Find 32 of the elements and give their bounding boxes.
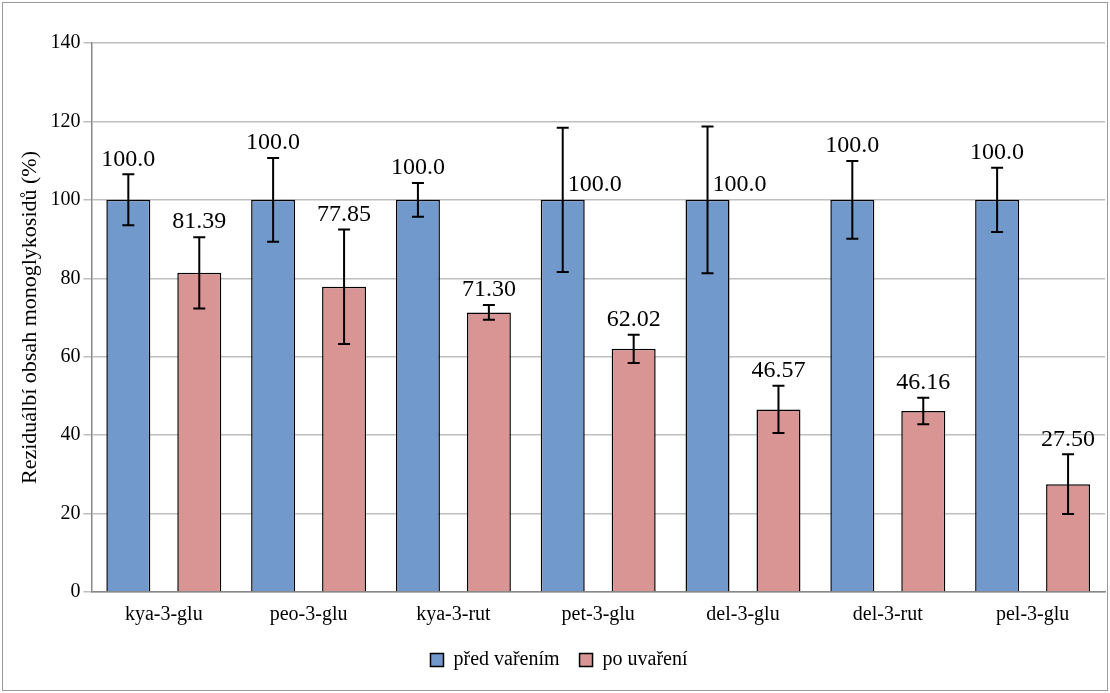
y-tick-label: 40 xyxy=(60,422,81,445)
data-label: 100.0 xyxy=(246,128,301,155)
y-tick-label: 0 xyxy=(70,579,81,602)
y-tick-label: 140 xyxy=(50,30,81,53)
x-tick-label: peo-3-glu xyxy=(269,602,348,626)
data-label: 71.30 xyxy=(461,275,516,302)
y-tick-label: 60 xyxy=(60,343,81,366)
x-tick-label: pel-3-glu xyxy=(995,602,1070,626)
data-label: 77.85 xyxy=(317,199,372,226)
x-tick-label: kya-3-rut xyxy=(416,602,492,626)
y-axis-title: Reziduálbí obsah monoglykosidů (%) xyxy=(15,150,41,485)
data-label: 46.57 xyxy=(751,356,806,383)
x-tick-label: del-3-glu xyxy=(706,602,780,626)
data-label: 62.02 xyxy=(606,304,661,331)
data-label: 81.39 xyxy=(172,207,227,234)
x-tick-label: pet-3-glu xyxy=(561,602,635,626)
x-tick-label: kya-3-glu xyxy=(124,602,203,626)
data-label: 27.50 xyxy=(1041,424,1096,451)
y-tick-label: 100 xyxy=(50,187,81,210)
data-label: 100.0 xyxy=(712,170,767,197)
data-label: 46.16 xyxy=(896,367,951,394)
x-tick-label: del-3-rut xyxy=(852,602,924,625)
data-label: 100.0 xyxy=(825,131,880,158)
legend-label: po uvaření xyxy=(602,647,688,671)
y-tick-label: 20 xyxy=(60,500,81,523)
y-tick-label: 120 xyxy=(50,108,81,131)
legend-label: před vařením xyxy=(453,647,560,671)
data-label: 100.0 xyxy=(101,144,156,171)
data-label: 100.0 xyxy=(390,153,445,180)
data-label: 100.0 xyxy=(970,138,1025,164)
y-tick-label: 80 xyxy=(60,265,81,288)
data-label: 100.0 xyxy=(567,170,622,197)
